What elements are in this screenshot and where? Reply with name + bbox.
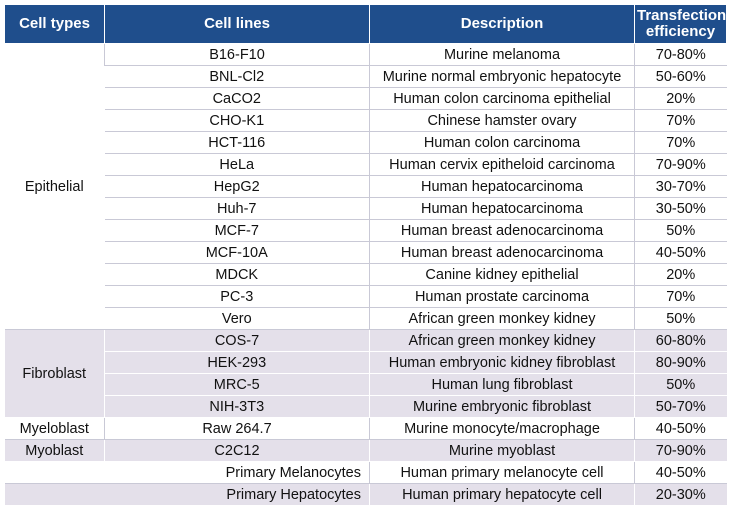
cell-line: HEK-293 [104, 351, 370, 374]
efficiency-cell: 70% [634, 131, 727, 154]
table-row: HepG2 Human hepatocarcinoma 30-70% [5, 175, 727, 198]
efficiency-cell: 20% [634, 263, 727, 286]
header-cell-lines: Cell lines [104, 4, 370, 44]
table-row: Primary Hepatocytes Human primary hepatoc… [4, 483, 727, 506]
description-cell: Human breast adenocarcinoma [369, 219, 635, 242]
cell-line: CHO-K1 [104, 109, 370, 132]
table-row: MCF-7 Human breast adenocarcinoma 50% [5, 219, 727, 242]
efficiency-cell: 20% [634, 87, 727, 110]
header-efficiency-line1: Transfection [637, 7, 727, 24]
header-description: Description [369, 4, 635, 44]
description-cell: Murine monocyte/macrophage [369, 417, 635, 440]
cell-line: Raw 264.7 [104, 417, 370, 440]
table-row: Epithelial B16-F10 Murine melanoma 70-80% [4, 43, 727, 330]
description-cell: Chinese hamster ovary [369, 109, 635, 132]
description-cell: Human lung fibroblast [369, 373, 635, 396]
header-transfection-efficiency: Transfection efficiency [634, 4, 727, 44]
description-cell: Human primary melanocyte cell [369, 461, 635, 484]
header-row: Cell types Cell lines Description Transf… [4, 4, 727, 44]
description-cell: Murine melanoma [369, 43, 635, 66]
efficiency-cell: 30-70% [634, 175, 727, 198]
cell-line: COS-7 [104, 329, 370, 352]
cell-line: MDCK [104, 263, 370, 286]
efficiency-cell: 70-80% [634, 43, 727, 66]
description-cell: Human breast adenocarcinoma [369, 241, 635, 264]
transfection-table-container: Cell types Cell lines Description Transf… [4, 4, 727, 506]
table-row: Huh-7 Human hepatocarcinoma 30-50% [5, 197, 727, 220]
table-row: MCF-10A Human breast adenocarcinoma 40-50% [5, 241, 727, 264]
efficiency-cell: 30-50% [634, 197, 727, 220]
table-row: CHO-K1 Chinese hamster ovary 70% [5, 109, 727, 132]
description-cell: African green monkey kidney [369, 307, 635, 330]
table-row: HCT-116 Human colon carcinoma 70% [5, 131, 727, 154]
efficiency-cell: 40-50% [634, 417, 727, 440]
efficiency-cell: 50% [634, 373, 727, 396]
description-cell: Human colon carcinoma [369, 131, 635, 154]
table-row: MRC-5 Human lung fibroblast 50% [5, 373, 727, 396]
table-row: Fibroblast COS-7 African green monkey kidn… [4, 329, 727, 418]
cell-line: BNL-Cl2 [104, 65, 370, 88]
description-cell: Human prostate carcinoma [369, 285, 635, 308]
cell-type-epithelial: Epithelial [4, 43, 105, 330]
cell-type-myeloblast: Myeloblast [4, 417, 105, 440]
description-cell: Human cervix epitheloid carcinoma [369, 153, 635, 176]
description-cell: Human embryonic kidney fibroblast [369, 351, 635, 374]
description-cell: African green monkey kidney [369, 329, 635, 352]
primary-cell-line: Primary Hepatocytes [4, 483, 370, 506]
efficiency-cell: 60-80% [634, 329, 727, 352]
table-row: HeLa Human cervix epitheloid carcinoma 70-… [5, 153, 727, 176]
table-row: NIH-3T3 Murine embryonic fibroblast 50-70% [5, 395, 727, 418]
efficiency-cell: 70-90% [634, 439, 727, 462]
efficiency-cell: 50-60% [634, 65, 727, 88]
table-row: Primary Melanocytes Human primary melanoc… [4, 461, 727, 484]
cell-line: CaCO2 [104, 87, 370, 110]
table-row: Myoblast C2C12 Murine myoblast 70-90% [4, 439, 727, 462]
table-row: PC-3 Human prostate carcinoma 70% [5, 285, 727, 308]
cell-line: MRC-5 [104, 373, 370, 396]
efficiency-cell: 70% [634, 285, 727, 308]
efficiency-cell: 70% [634, 109, 727, 132]
table-row: Myeloblast Raw 264.7 Murine monocyte/macro… [4, 417, 727, 440]
cell-line: MCF-7 [104, 219, 370, 242]
cell-line: B16-F10 [104, 43, 370, 66]
description-cell: Murine myoblast [369, 439, 635, 462]
efficiency-cell: 20-30% [634, 483, 727, 506]
efficiency-cell: 50-70% [634, 395, 727, 418]
cell-type-fibroblast: Fibroblast [4, 329, 105, 418]
efficiency-cell: 80-90% [634, 351, 727, 374]
cell-line: Vero [104, 307, 370, 330]
description-cell: Canine kidney epithelial [369, 263, 635, 286]
description-cell: Human primary hepatocyte cell [369, 483, 635, 506]
description-cell: Human hepatocarcinoma [369, 175, 635, 198]
efficiency-cell: 40-50% [634, 241, 727, 264]
cell-line: MCF-10A [104, 241, 370, 264]
description-cell: Human colon carcinoma epithelial [369, 87, 635, 110]
cell-line: Huh-7 [104, 197, 370, 220]
header-cell-types: Cell types [4, 4, 105, 44]
table-row: MDCK Canine kidney epithelial 20% [5, 263, 727, 286]
cell-line: C2C12 [104, 439, 370, 462]
cell-line: HepG2 [104, 175, 370, 198]
efficiency-cell: 70-90% [634, 153, 727, 176]
description-cell: Human hepatocarcinoma [369, 197, 635, 220]
table-row: BNL-Cl2 Murine normal embryonic hepatocyt… [5, 65, 727, 88]
cell-type-myoblast: Myoblast [4, 439, 105, 462]
cell-line: NIH-3T3 [104, 395, 370, 418]
table-row: CaCO2 Human colon carcinoma epithelial 20% [5, 87, 727, 110]
table-row: Vero African green monkey kidney 50% [5, 307, 727, 330]
description-cell: Murine embryonic fibroblast [369, 395, 635, 418]
cell-line: HCT-116 [104, 131, 370, 154]
cell-line: HeLa [104, 153, 370, 176]
efficiency-cell: 50% [634, 219, 727, 242]
primary-cell-line: Primary Melanocytes [4, 461, 370, 484]
efficiency-cell: 50% [634, 307, 727, 330]
transfection-table: Cell types Cell lines Description Transf… [4, 4, 727, 506]
header-efficiency-line2: efficiency [645, 23, 716, 40]
table-row: HEK-293 Human embryonic kidney fibroblast… [5, 351, 727, 374]
efficiency-cell: 40-50% [634, 461, 727, 484]
cell-line: PC-3 [104, 285, 370, 308]
table-body: Epithelial B16-F10 Murine melanoma 70-80% BN… [4, 43, 727, 506]
description-cell: Murine normal embryonic hepatocyte [369, 65, 635, 88]
